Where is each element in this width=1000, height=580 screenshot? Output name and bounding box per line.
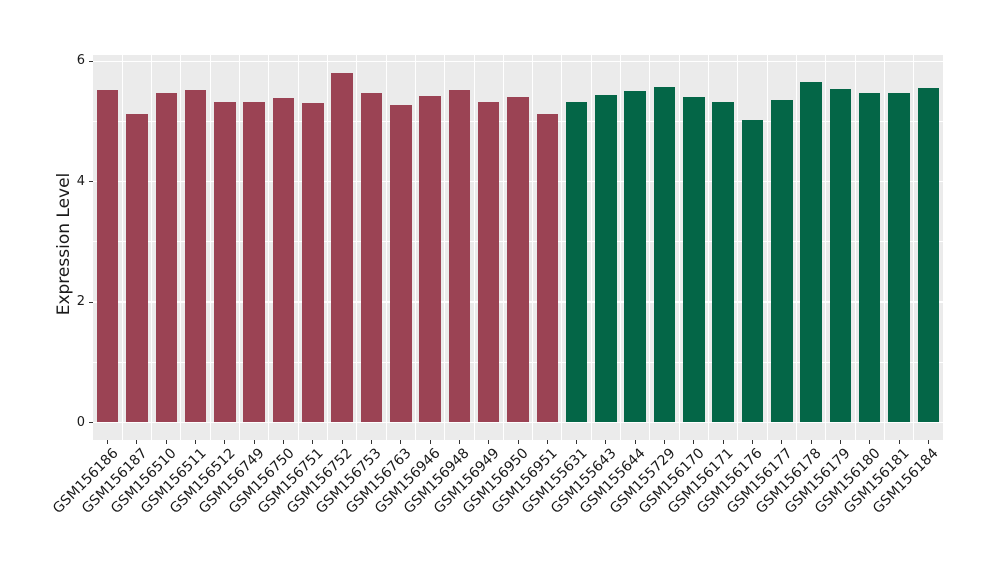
gridline-minor-vertical: [708, 55, 710, 440]
x-tick-mark: [224, 440, 226, 444]
bar: [96, 90, 119, 423]
gridline-minor-vertical: [385, 55, 387, 440]
gridline-minor-vertical: [678, 55, 680, 440]
bar: [155, 93, 178, 423]
bar: [360, 93, 383, 423]
gridline-minor-vertical: [795, 55, 797, 440]
bar: [712, 102, 734, 423]
gridline-minor-vertical: [268, 55, 270, 440]
gridline-minor-vertical: [825, 55, 827, 440]
x-tick-mark: [664, 440, 666, 444]
y-tick-mark: [89, 181, 93, 183]
bar: [888, 92, 910, 423]
bar: [302, 103, 324, 423]
x-tick-mark: [839, 440, 841, 444]
bar: [419, 96, 441, 423]
gridline-minor-vertical: [561, 55, 563, 440]
bar: [390, 105, 412, 423]
x-tick-mark: [781, 440, 783, 444]
x-tick-mark: [429, 440, 431, 444]
x-tick-mark: [693, 440, 695, 444]
gridline-minor-vertical: [913, 55, 915, 440]
bar: [741, 119, 764, 423]
x-tick-mark: [869, 440, 871, 444]
x-tick-mark: [341, 440, 343, 444]
gridline-minor-vertical: [180, 55, 182, 440]
bar: [565, 102, 588, 423]
gridline-minor-vertical: [854, 55, 856, 440]
bar: [653, 86, 676, 423]
y-tick-mark: [89, 422, 93, 423]
bar: [683, 96, 705, 423]
x-tick-mark: [605, 440, 607, 444]
gridline-minor-vertical: [444, 55, 446, 440]
bar: [917, 88, 940, 423]
gridline-minor-vertical: [414, 55, 416, 440]
bar: [829, 88, 852, 423]
x-tick-mark: [195, 440, 197, 444]
x-tick-mark: [370, 440, 372, 444]
gridline-major-horizontal: [93, 421, 943, 424]
bar: [536, 114, 559, 423]
gridline-minor-vertical: [356, 55, 358, 440]
bar: [507, 97, 529, 423]
gridline-minor-vertical: [883, 55, 885, 440]
bar: [214, 101, 236, 423]
gridline-minor-vertical: [297, 55, 299, 440]
x-tick-mark: [810, 440, 812, 444]
x-tick-mark: [751, 440, 753, 444]
x-tick-mark: [283, 440, 285, 444]
bar: [624, 91, 646, 423]
x-tick-mark: [722, 440, 724, 444]
gridline-minor-vertical: [502, 55, 504, 440]
x-tick-mark: [458, 440, 460, 444]
x-tick-mark: [400, 440, 402, 444]
gridline-minor-vertical: [590, 55, 592, 440]
x-tick-mark: [488, 440, 490, 444]
gridline-major-horizontal: [93, 60, 943, 63]
bar: [477, 101, 500, 423]
plot-panel: [93, 55, 943, 440]
x-tick-mark: [165, 440, 167, 444]
x-tick-mark: [898, 440, 900, 444]
bar: [243, 101, 265, 423]
y-tick-mark: [89, 60, 93, 62]
x-tick-mark: [517, 440, 519, 444]
x-tick-mark: [546, 440, 548, 444]
gridline-minor-vertical: [737, 55, 739, 440]
bar: [858, 92, 881, 423]
y-tick-label: 2: [76, 294, 85, 310]
gridline-minor-vertical: [649, 55, 651, 440]
y-tick-label: 4: [76, 173, 85, 189]
x-tick-mark: [136, 440, 138, 444]
gridline-minor-vertical: [532, 55, 534, 440]
x-tick-mark: [312, 440, 314, 444]
x-tick-mark: [634, 440, 636, 444]
x-tick-mark: [576, 440, 578, 444]
bar: [595, 95, 617, 423]
bar: [184, 90, 207, 423]
gridline-minor-vertical: [473, 55, 475, 440]
gridline-minor-vertical: [209, 55, 211, 440]
bar: [800, 81, 822, 423]
bar: [771, 100, 793, 423]
gridline-minor-vertical: [326, 55, 328, 440]
y-tick-label: 6: [76, 53, 85, 69]
gridline-minor-vertical: [151, 55, 153, 440]
gridline-minor-vertical: [620, 55, 622, 440]
bar: [448, 90, 471, 423]
x-tick-mark: [927, 440, 929, 444]
gridline-minor-vertical: [121, 55, 123, 440]
y-tick-label: 0: [76, 414, 85, 430]
gridline-minor-vertical: [766, 55, 768, 440]
bar: [272, 98, 295, 423]
y-tick-mark: [89, 301, 93, 303]
bar: [126, 113, 148, 423]
bar: [331, 73, 353, 423]
x-tick-mark: [107, 440, 109, 444]
x-tick-mark: [253, 440, 255, 444]
y-axis-title: Expression Level: [54, 172, 74, 316]
gridline-minor-vertical: [239, 55, 241, 440]
